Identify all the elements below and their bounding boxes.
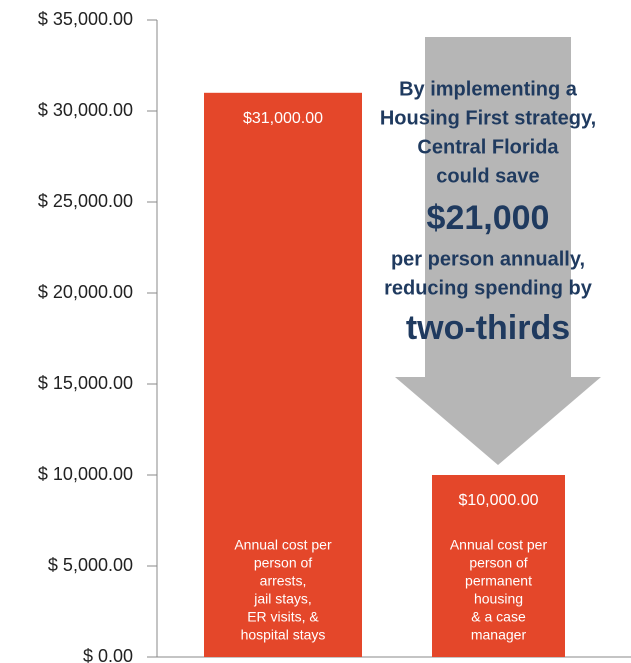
bar-value-label: $10,000.00 [458,492,538,509]
bar-category-label: & a case [471,609,526,625]
annotation-line: Central Florida [417,136,559,158]
bar-category-label: person of [254,555,312,571]
bar [204,92,362,658]
bar-category-label: arrests, [260,573,307,589]
bar-category-label: manager [471,627,527,643]
bars: $31,000.00 Annual cost per person of arrest… [204,92,565,658]
annotation-line: Housing First strategy, [380,107,596,129]
annotation-line: $21,000 [427,199,550,237]
bar-category-label: housing [474,591,523,607]
annotation-line: per person annually, [391,248,585,270]
bar-category-label: ER visits, & [247,609,319,625]
y-tick-label: $ 0.00 [83,646,133,663]
y-tick-label: $ 25,000.00 [38,191,133,211]
y-tick-label: $ 30,000.00 [38,100,133,120]
bar-value-label: $31,000.00 [243,110,323,127]
bar-category-label: person of [469,555,527,571]
bar-category-label: Annual cost per [234,537,332,553]
bar-category-label: permanent [465,573,532,589]
bar [432,475,565,657]
y-tick-label: $ 35,000.00 [38,9,133,29]
annotation: By implementing a Housing First strategy,… [380,78,596,347]
bar-category-label: jail stays, [253,591,312,607]
annotation-line: two-thirds [406,309,570,347]
annotation-line: could save [436,165,539,187]
y-tick-label: $ 20,000.00 [38,282,133,302]
bar-category-label: Annual cost per [450,537,548,553]
y-tick-label: $ 10,000.00 [38,464,133,484]
y-tick-label: $ 5,000.00 [48,555,133,575]
annotation-line: reducing spending by [384,277,593,299]
annotation-line: By implementing a [399,78,578,100]
bar-category-label: hospital stays [241,627,326,643]
y-tick-label: $ 15,000.00 [38,373,133,393]
savings-arrow [395,37,601,465]
